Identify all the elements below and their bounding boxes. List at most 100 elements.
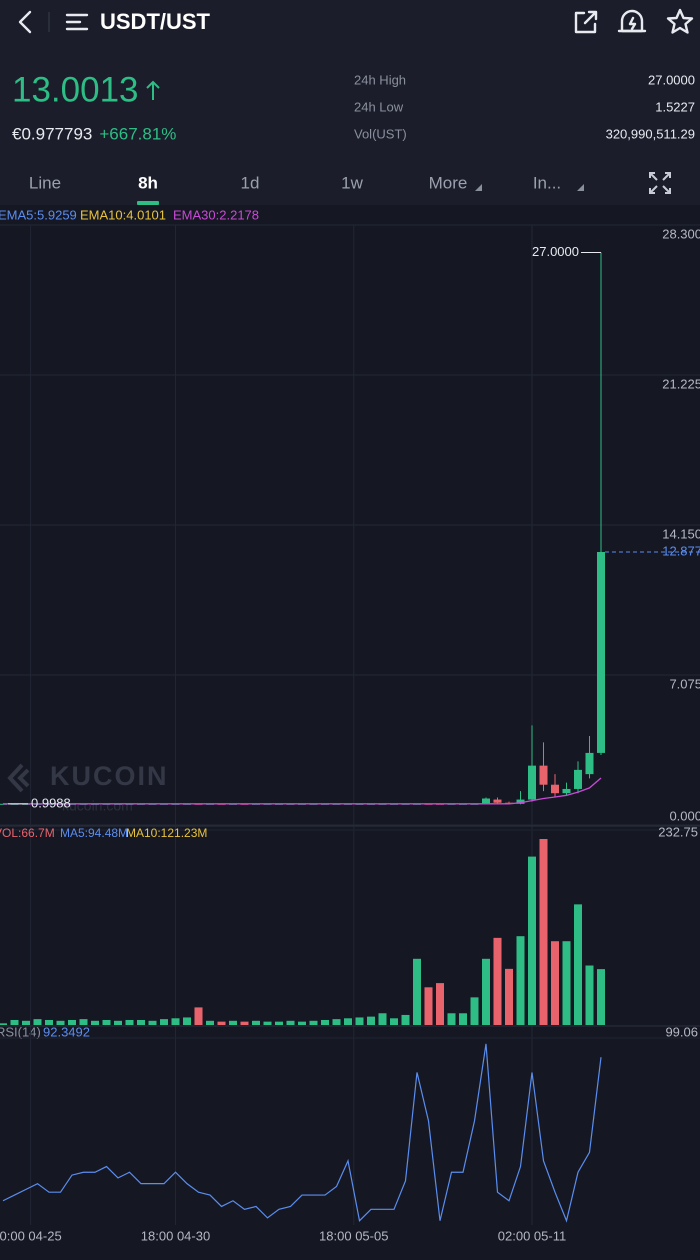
volume-bar <box>125 1019 134 1025</box>
dropdown-triangle <box>577 184 584 191</box>
volume-bar <box>528 856 536 1025</box>
volume-legend: MA5:94.48M <box>60 826 128 840</box>
indicator-legend: EMA30:2.2178 <box>173 207 259 222</box>
volume-bar <box>114 1020 122 1025</box>
volume-bar <box>171 1018 180 1025</box>
annotation-label: 27.0000 <box>532 244 579 259</box>
rsi-line <box>2 1043 602 1223</box>
volume-bar <box>137 1019 145 1025</box>
volume-bar <box>68 1019 76 1025</box>
volume-bar <box>91 1020 99 1025</box>
volume-bar <box>551 941 559 1025</box>
y-tick-label: 99.06 <box>665 1024 698 1039</box>
volume-bar <box>424 987 433 1025</box>
x-tick-label: 0:00 04-25 <box>0 1228 62 1243</box>
volume-bar <box>0 1023 7 1025</box>
dropdown-triangle <box>475 184 482 191</box>
favorite-button[interactable] <box>666 8 694 34</box>
y-tick-label: 0.000 <box>669 808 700 823</box>
last-price: 13.0013 <box>12 70 139 109</box>
watermark-url: kucoin.com <box>62 798 133 814</box>
timeframe-tab[interactable]: Line <box>29 173 61 192</box>
volume-bar <box>160 1019 168 1025</box>
active-tab-indicator <box>137 201 159 205</box>
volume-bar <box>263 1021 272 1025</box>
volume-bar <box>206 1020 214 1025</box>
volume-bar <box>148 1020 157 1025</box>
volume-bar <box>562 941 571 1025</box>
x-tick-label: 18:00 05-05 <box>319 1228 388 1243</box>
x-tick-label: 18:00 04-30 <box>141 1228 210 1243</box>
volume-bar <box>229 1020 237 1025</box>
volume-bar <box>275 1021 283 1025</box>
volume-bar <box>390 1018 398 1025</box>
volume-bar <box>413 958 421 1025</box>
candle-body <box>528 765 536 800</box>
y-tick-label: 14.150 <box>662 526 700 541</box>
timeframe-tab[interactable]: 8h <box>138 173 158 192</box>
timeframe-tab[interactable]: 1w <box>341 173 363 192</box>
volume-bar <box>493 937 502 1025</box>
candle-body <box>585 752 594 775</box>
timeframe-tab[interactable]: In... <box>533 173 561 192</box>
volume-bar <box>217 1021 226 1025</box>
y-tick-label: 28.300 <box>662 226 700 241</box>
volume-legend: VOL:66.7M <box>0 826 55 840</box>
volume-bar <box>459 1013 467 1025</box>
watermark-text: KUCOIN <box>50 761 169 791</box>
alert-button[interactable] <box>617 9 647 33</box>
pair-title: USDT/UST <box>100 9 211 34</box>
volume-bar <box>298 1021 306 1025</box>
candle-body <box>597 551 605 753</box>
y-tick-label: 7.075 <box>669 676 700 691</box>
volume-bar <box>240 1021 249 1025</box>
volume-bar <box>585 965 594 1025</box>
indicator-legend: EMA10:4.0101 <box>80 207 166 222</box>
volume-bar <box>344 1018 352 1025</box>
candle-body <box>562 788 571 794</box>
candle-body <box>574 769 582 789</box>
volume-bar <box>56 1020 65 1025</box>
volume-bar <box>470 997 479 1025</box>
volume-bar <box>447 1013 456 1025</box>
candle-body <box>539 765 548 785</box>
volume-bar <box>597 969 605 1025</box>
volume-bar <box>516 936 525 1025</box>
volume-bar <box>22 1020 30 1025</box>
fullscreen-button[interactable] <box>649 172 671 194</box>
y-tick-label: 232.75 <box>658 824 698 839</box>
stat-label: Vol(UST) <box>354 126 407 141</box>
stat-label: 24h Low <box>354 99 404 114</box>
volume-bar <box>482 958 490 1025</box>
menu-button[interactable] <box>65 13 89 31</box>
candle-body <box>493 799 502 803</box>
volume-bar <box>321 1019 329 1025</box>
back-button[interactable] <box>18 10 32 34</box>
timeframe-tab[interactable]: More <box>429 173 468 192</box>
volume-bar <box>252 1020 260 1025</box>
candle-body <box>516 799 525 804</box>
rsi-value: 92.3492 <box>43 1024 90 1039</box>
volume-bar <box>183 1017 191 1025</box>
volume-bar <box>286 1020 295 1025</box>
volume-bar <box>539 839 548 1025</box>
stat-label: 24h High <box>354 72 406 87</box>
last-price-label: 12.877 <box>662 543 700 558</box>
ema-line <box>3 777 602 805</box>
share-button[interactable] <box>574 10 598 34</box>
stat-value: 1.5227 <box>655 99 695 114</box>
indicator-legend: EMA5:5.9259 <box>0 207 77 222</box>
volume-bar <box>436 983 444 1025</box>
volume-bar <box>33 1019 42 1025</box>
volume-legend: MA10:121.23M <box>126 826 207 840</box>
volume-bar <box>102 1019 111 1025</box>
volume-bar <box>505 968 513 1025</box>
timeframe-tab[interactable]: 1d <box>241 173 260 192</box>
price-change: +667.81% <box>99 124 176 143</box>
volume-bar <box>378 1013 387 1025</box>
watermark-logo <box>7 763 30 793</box>
volume-bar <box>10 1019 19 1025</box>
volume-bar <box>194 1007 203 1025</box>
